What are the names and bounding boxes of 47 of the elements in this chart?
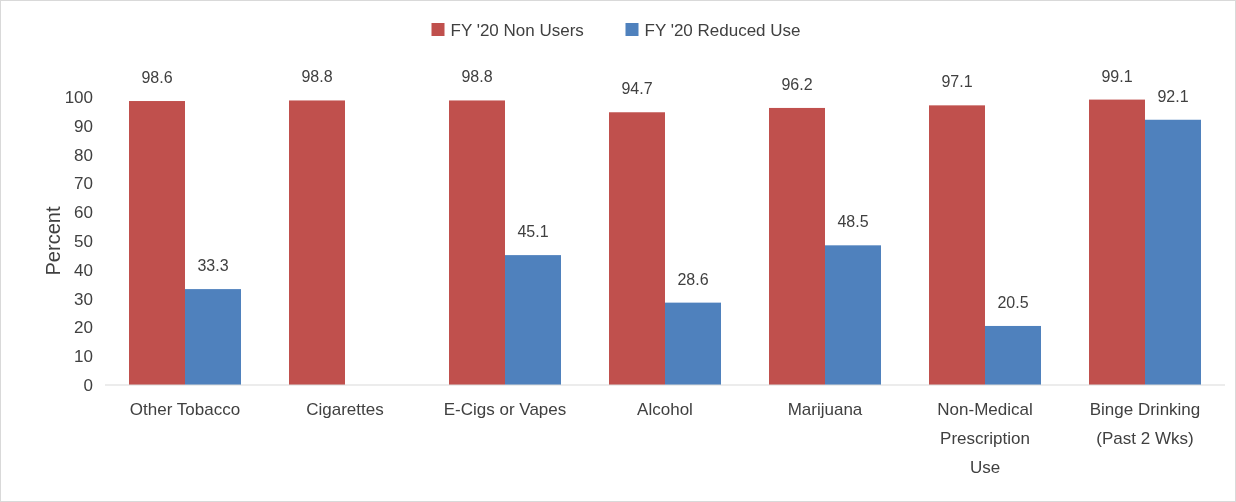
bar <box>769 107 825 385</box>
data-label: 98.6 <box>141 69 173 87</box>
bar <box>1089 99 1145 385</box>
y-tick-label: 40 <box>74 260 93 280</box>
data-label: 98.8 <box>301 68 333 86</box>
bar <box>289 100 345 385</box>
data-label: 97.1 <box>941 73 973 91</box>
data-label: 96.2 <box>781 75 813 93</box>
y-tick-label: 70 <box>74 174 93 194</box>
data-label: 45.1 <box>517 223 549 241</box>
x-tick-label: Other Tobacco <box>129 400 241 419</box>
bar <box>129 101 185 385</box>
data-label: 92.1 <box>1157 87 1189 105</box>
data-label: 48.5 <box>837 213 869 231</box>
y-axis-title: Percent <box>42 206 64 276</box>
y-tick-label: 50 <box>74 231 93 251</box>
data-label: 94.7 <box>621 80 653 98</box>
bar <box>665 302 721 385</box>
data-label: 20.5 <box>997 293 1029 311</box>
y-tick-label: 0 <box>83 375 93 395</box>
data-label: 33.3 <box>197 257 229 275</box>
bar <box>505 255 561 385</box>
legend-label: FY '20 Non Users <box>450 20 584 40</box>
x-tick-label: E-Cigs or Vapes <box>443 400 567 419</box>
bar <box>449 100 505 385</box>
y-tick-label: 30 <box>74 289 93 309</box>
bar <box>929 105 985 385</box>
data-label: 98.8 <box>461 68 493 86</box>
y-tick-label: 80 <box>74 145 93 165</box>
bar <box>825 245 881 385</box>
y-tick-label: 60 <box>74 203 93 223</box>
y-tick-label: 90 <box>74 116 93 136</box>
bar <box>1145 119 1201 385</box>
y-tick-label: 10 <box>74 347 93 367</box>
data-label: 99.1 <box>1101 67 1133 85</box>
x-tick-label: Non-Medical Prescription Use <box>937 400 1033 477</box>
x-tick-label: Marijuana <box>787 400 863 419</box>
legend-label: FY '20 Reduced Use <box>644 20 801 40</box>
data-label: 28.6 <box>677 270 709 288</box>
bar <box>985 325 1041 385</box>
bar <box>609 112 665 385</box>
x-tick-label: Alcohol <box>637 400 693 419</box>
x-tick-label: Cigarettes <box>306 400 384 419</box>
bar <box>185 289 241 385</box>
y-tick-label: 20 <box>74 318 93 338</box>
y-tick-label: 100 <box>64 87 93 107</box>
x-tick-label: Binge Drinking (Past 2 Wks) <box>1089 400 1201 448</box>
